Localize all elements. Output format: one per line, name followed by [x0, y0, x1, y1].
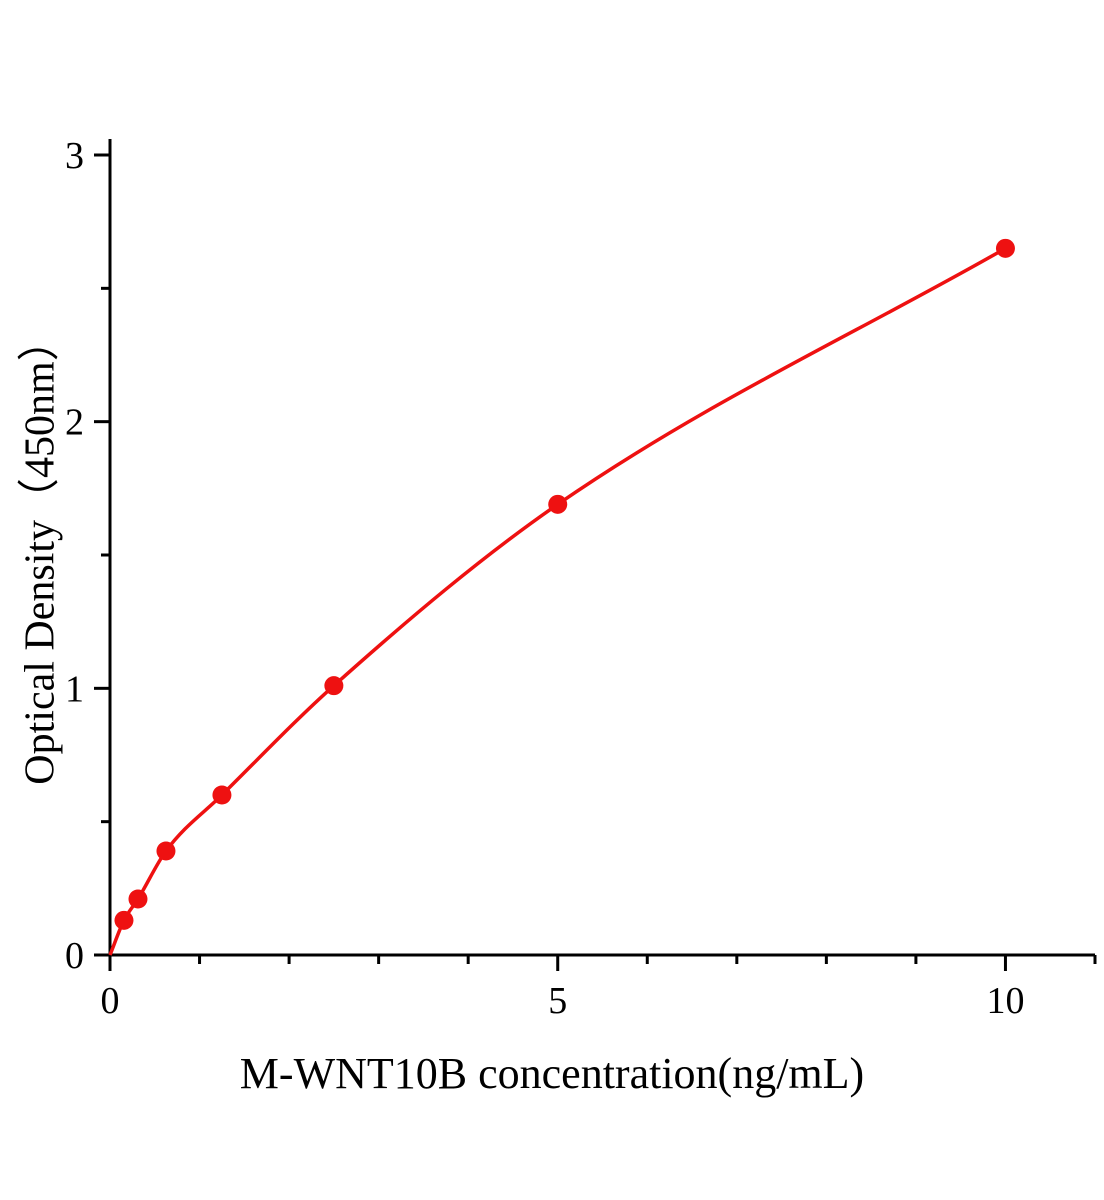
data-point-marker — [156, 841, 176, 861]
y-axis-title: Optical Density（450nm） — [17, 319, 64, 785]
data-point-marker — [128, 889, 148, 909]
data-point-marker — [548, 494, 568, 514]
x-tick-label: 0 — [101, 980, 120, 1022]
x-axis-title: M-WNT10B concentration(ng/mL) — [239, 1049, 865, 1098]
y-tick-label: 2 — [65, 402, 84, 444]
data-point-marker — [114, 910, 134, 930]
y-tick-label: 0 — [65, 935, 84, 977]
x-tick-label: 10 — [986, 980, 1024, 1022]
y-tick-label: 1 — [65, 668, 84, 710]
x-tick-label: 5 — [548, 980, 567, 1022]
data-point-marker — [324, 676, 344, 696]
y-tick-label: 3 — [65, 135, 84, 177]
data-point-marker — [995, 238, 1015, 258]
data-point-marker — [212, 785, 232, 805]
standard-curve-line — [108, 246, 1007, 956]
